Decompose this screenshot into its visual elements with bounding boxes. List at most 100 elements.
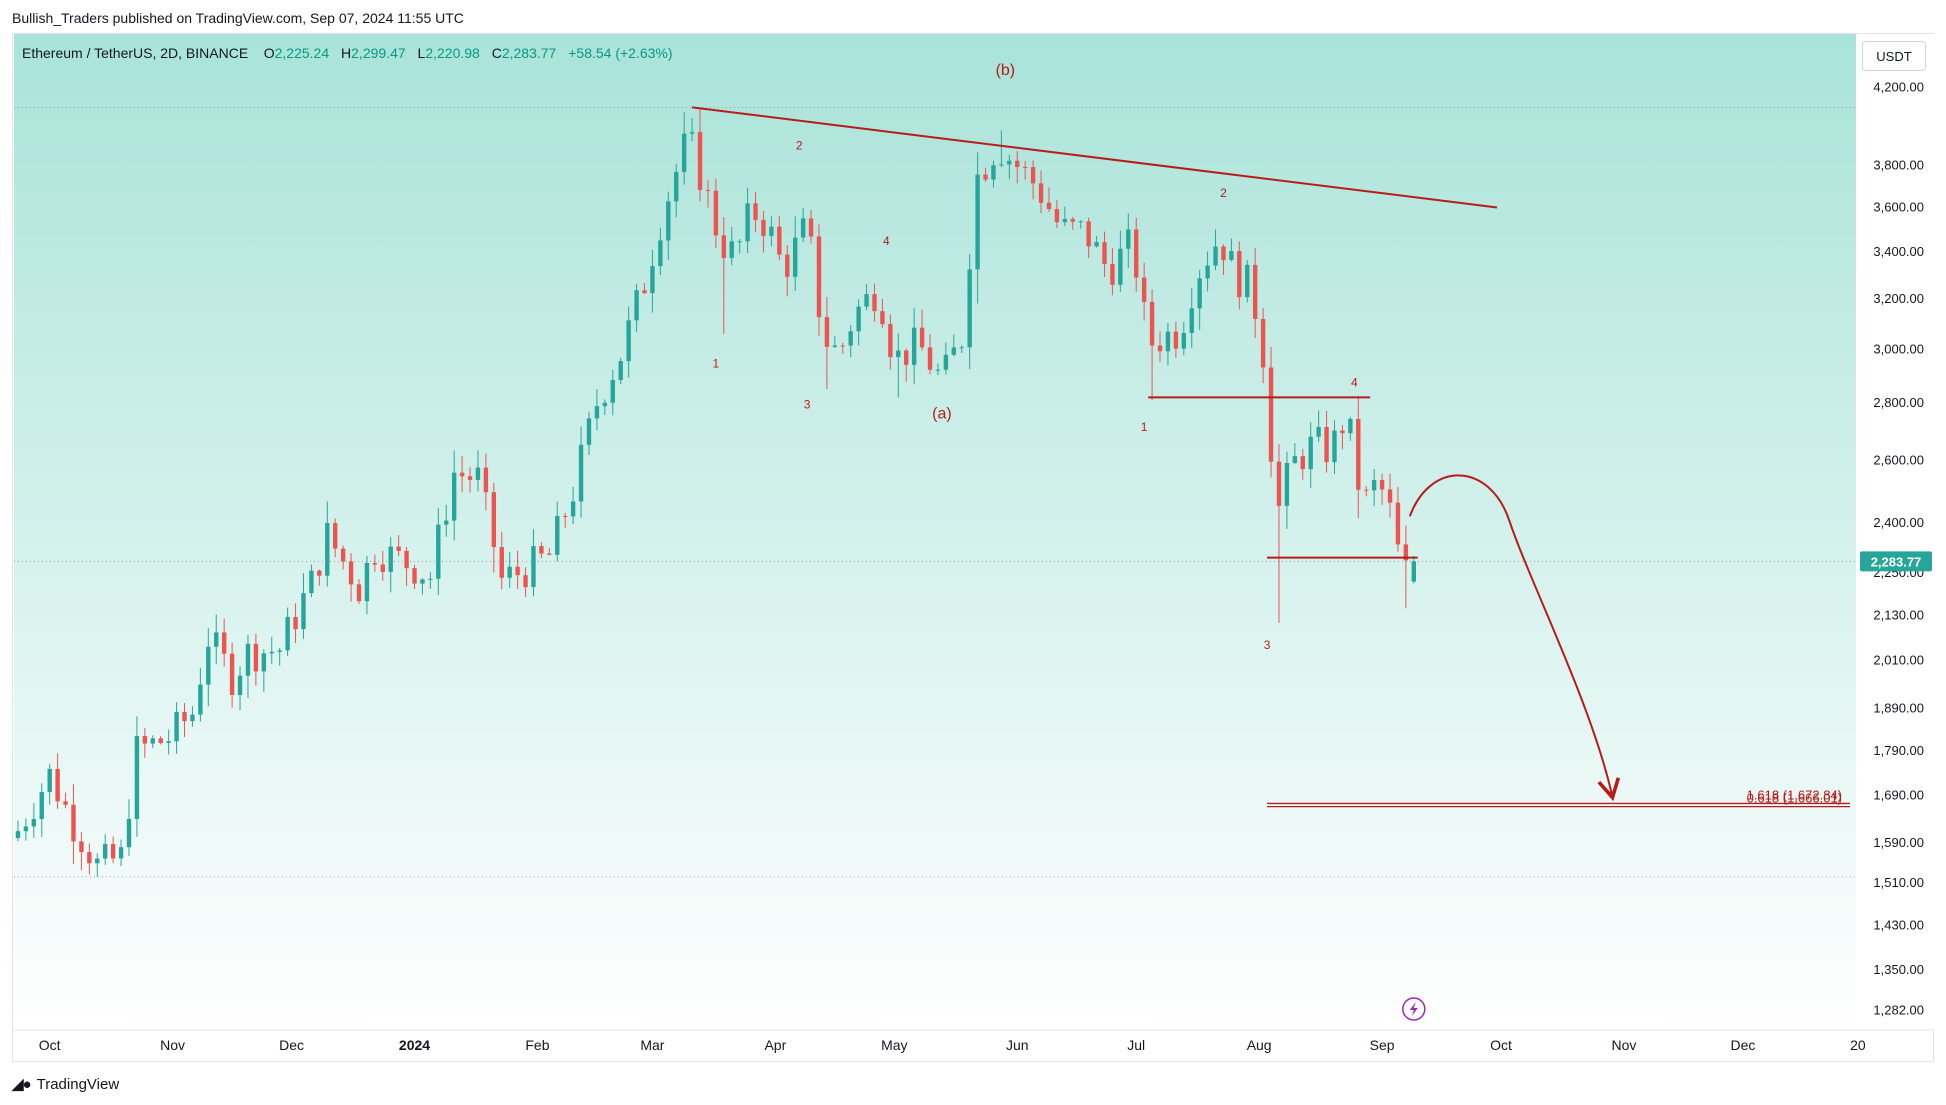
candle-body[interactable] [348,561,354,585]
candle-body[interactable] [285,616,290,651]
price-axis[interactable] [1856,34,1934,1030]
candle-body[interactable] [1221,246,1226,261]
candle-body[interactable] [721,235,727,258]
candle-body[interactable] [1189,308,1194,333]
candle-body[interactable] [570,501,576,517]
candle-body[interactable] [610,380,615,403]
projection-arrow[interactable] [1408,474,1621,802]
candle-body[interactable] [1332,430,1337,463]
candle-body[interactable] [436,524,441,579]
candle-body[interactable] [134,736,140,819]
candle-body[interactable] [642,290,647,294]
candle-body[interactable] [1086,221,1091,247]
candle-body[interactable] [15,831,21,839]
candle-body[interactable] [420,579,425,584]
candle-body[interactable] [1245,264,1250,298]
candle-body[interactable] [103,844,108,859]
candle-body[interactable] [967,269,972,348]
candle-body[interactable] [1387,489,1393,503]
candle-body[interactable] [697,132,703,190]
candle-body[interactable] [404,550,409,569]
candle-body[interactable] [785,254,790,277]
candle-body[interactable] [166,741,171,744]
candle-body[interactable] [451,472,457,521]
candle-body[interactable] [959,347,964,349]
candle-body[interactable] [1118,248,1123,285]
candle-body[interactable] [1165,331,1171,352]
candle-body[interactable] [1308,436,1313,470]
candle-body[interactable] [198,684,203,715]
candle-body[interactable] [364,562,370,602]
candle-body[interactable] [911,327,917,365]
candle-body[interactable] [650,266,655,294]
candle-body[interactable] [1007,160,1012,165]
candle-body[interactable] [713,190,719,236]
candle-body[interactable] [594,406,600,419]
candle-body[interactable] [221,632,227,654]
candle-body[interactable] [634,290,639,321]
candle-body[interactable] [539,546,544,554]
candle-body[interactable] [896,350,901,358]
candle-body[interactable] [467,476,473,480]
candle-body[interactable] [1300,456,1305,470]
candle-body[interactable] [325,523,330,576]
candle-body[interactable] [396,546,401,551]
candle-body[interactable] [39,792,44,819]
candle-body[interactable] [1078,221,1083,223]
candle-body[interactable] [23,826,29,832]
candle-body[interactable] [777,226,782,255]
candle-body[interactable] [1102,242,1107,264]
candle-body[interactable] [515,566,520,576]
candle-body[interactable] [951,347,957,355]
candle-body[interactable] [55,768,60,802]
candle-body[interactable] [705,189,711,191]
candle-body[interactable] [269,651,274,654]
candle-body[interactable] [372,562,378,565]
candle-body[interactable] [1181,332,1187,349]
candle-body[interactable] [1038,183,1044,203]
candle-body[interactable] [1411,561,1417,582]
candle-body[interactable] [999,164,1004,166]
candle-body[interactable] [943,354,949,370]
candle-body[interactable] [1403,544,1409,561]
candle-body[interactable] [1213,246,1218,266]
candle-body[interactable] [864,294,869,307]
candle-body[interactable] [919,327,925,348]
currency-selector[interactable]: USDT [1862,41,1926,71]
candle-body[interactable] [31,818,37,827]
candle-body[interactable] [658,240,663,267]
candle-body[interactable] [555,515,560,555]
candle-body[interactable] [745,203,750,242]
candle-body[interactable] [110,844,116,859]
candle-body[interactable] [1110,263,1115,285]
candle-body[interactable] [769,226,774,236]
candle-body[interactable] [126,818,132,848]
candle-body[interactable] [578,444,584,502]
candle-body[interactable] [1316,427,1321,437]
candle-body[interactable] [63,801,68,805]
candle-body[interactable] [1252,264,1258,319]
candle-body[interactable] [1149,301,1155,346]
candle-body[interactable] [1205,265,1210,279]
candle-body[interactable] [935,369,941,371]
candle-body[interactable] [491,492,497,548]
candle-body[interactable] [681,133,687,172]
candle-body[interactable] [808,218,814,237]
candle-body[interactable] [1126,229,1131,249]
candle-body[interactable] [1284,462,1290,506]
candle-body[interactable] [927,347,933,370]
candle-body[interactable] [95,858,100,864]
candle-body[interactable] [79,841,84,853]
candle-body[interactable] [182,711,187,722]
candle-body[interactable] [562,515,568,517]
candle-body[interactable] [880,311,885,325]
candle-body[interactable] [1094,242,1099,247]
candle-body[interactable] [309,570,314,594]
candle-body[interactable] [340,548,346,562]
tradingview-footer[interactable]: ◢● TradingView [12,1075,119,1094]
candle-body[interactable] [792,237,798,277]
candle-body[interactable] [459,472,465,477]
candle-body[interactable] [277,650,282,652]
candle-body[interactable] [475,467,481,480]
symbol-name[interactable]: Ethereum / TetherUS, 2D, BINANCE [22,45,249,61]
